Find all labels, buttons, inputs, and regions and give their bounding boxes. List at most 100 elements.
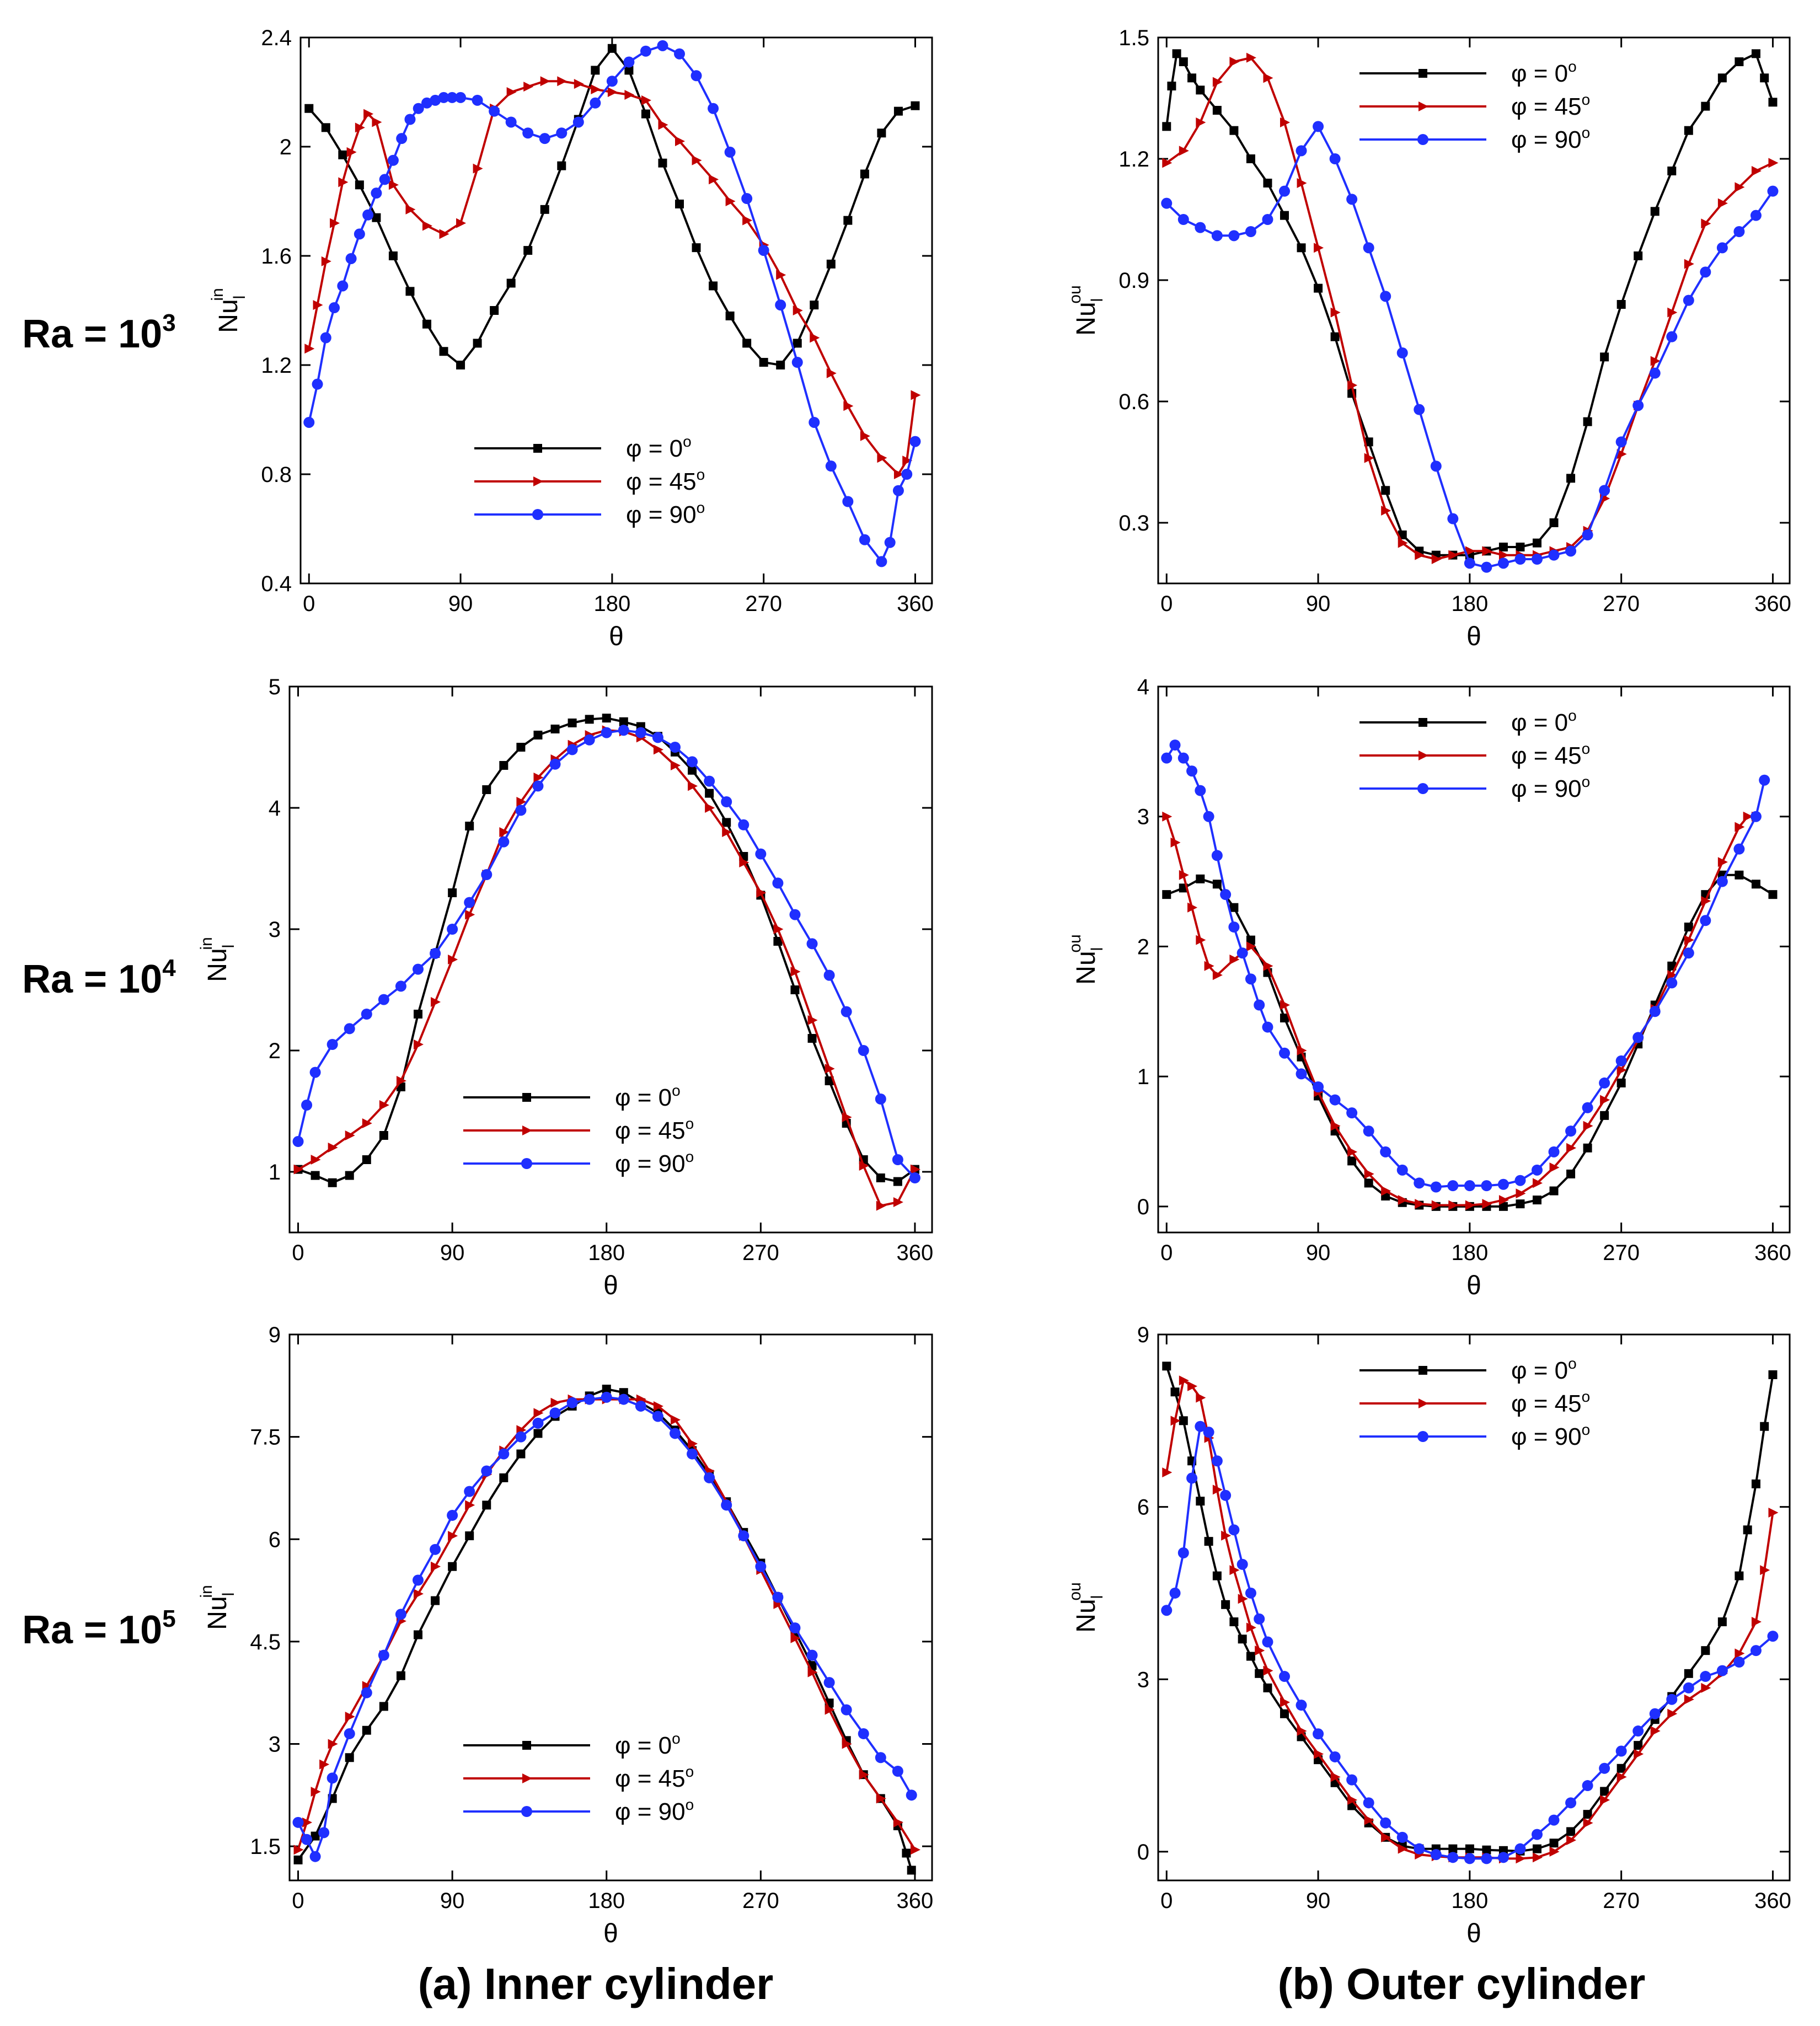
data-point [1616,1065,1627,1075]
data-point [653,1401,663,1411]
data-point [506,278,516,288]
data-point [430,948,441,959]
data-point [516,743,526,752]
data-point [1262,214,1273,225]
data-point [422,221,432,231]
data-point [641,95,651,105]
data-point [1716,1665,1728,1676]
legend-entry: φ = 90o [463,1148,694,1177]
data-point [1246,941,1256,952]
data-point [1363,242,1374,254]
y-tick-label: 1.5 [250,1835,281,1859]
data-point [1600,1095,1610,1105]
data-point [293,1855,303,1864]
data-point [482,785,491,794]
data-point [1465,1200,1475,1210]
data-point [658,158,667,168]
data-point [1396,1164,1408,1176]
data-point [1448,1200,1459,1210]
data-point [465,822,474,830]
data-point [1346,1774,1358,1786]
data-point [902,1848,911,1858]
data-point [1398,1843,1408,1854]
data-point [1238,1594,1248,1604]
data-point [1464,1180,1475,1192]
y-axis-label: Nulou [1066,1582,1106,1632]
data-point [1760,73,1769,83]
data-point [859,1161,869,1171]
data-point [843,401,854,411]
data-point [1347,1795,1358,1805]
data-point [738,819,750,830]
data-point [1599,1077,1610,1089]
data-point [499,1473,508,1482]
y-tick-label: 2.4 [261,26,292,50]
data-point [909,436,921,447]
data-point [1364,1815,1374,1825]
data-point [875,1094,886,1105]
data-point [355,122,365,133]
x-axis-label: θ [1466,1919,1481,1948]
data-point [1649,1708,1661,1719]
data-point [1229,903,1239,912]
x-tick-label: 90 [1306,592,1331,616]
data-point [858,1728,869,1739]
data-point [653,744,663,755]
data-point [1735,182,1745,192]
x-tick-label: 180 [593,592,630,616]
data-point [1566,474,1576,483]
data-point [345,1171,354,1180]
data-point [652,1411,663,1422]
data-point [396,133,408,144]
data-point [1700,1671,1711,1682]
data-point [448,888,457,897]
data-point [1583,1121,1593,1131]
y-tick-label: 1 [1137,1065,1149,1089]
data-point [911,101,920,110]
legend-entry: φ = 45o [1359,740,1590,769]
data-point [790,1633,801,1643]
legend-marker [522,1741,531,1750]
data-point [346,147,357,157]
x-tick-label: 0 [303,592,315,616]
data-point [447,1509,458,1521]
data-point [773,937,783,946]
data-point [1666,977,1678,989]
y-tick-label: 0.9 [1118,269,1149,293]
data-point [841,1006,852,1017]
data-point [1380,1817,1391,1829]
data-point [361,1687,372,1698]
data-point [1196,1497,1205,1506]
data-point [1212,77,1223,87]
data-point [1330,1772,1341,1782]
y-tick-label: 6 [269,1527,281,1552]
data-point [1220,889,1232,901]
data-point [607,44,617,53]
data-point [1170,837,1181,848]
data-point [413,103,424,114]
data-point [302,1817,313,1827]
data-point [1246,935,1255,945]
data-point [379,1100,389,1110]
data-point [1228,921,1240,933]
data-point [1169,1587,1181,1599]
data-point [430,94,441,106]
data-point [515,805,527,816]
series-phi-90 [303,40,921,567]
data-point [1245,973,1256,985]
plot-frame [288,1333,933,1882]
data-point [1548,1814,1560,1826]
data-point [1212,880,1222,889]
legend-marker [1418,1366,1427,1375]
legend: φ = 0o φ = 45o φ = 90o [1359,58,1590,153]
data-point [1447,1180,1459,1192]
data-point [1532,554,1543,565]
legend-label: φ = 0o [1511,707,1577,736]
data-point [1767,1631,1779,1642]
series-phi-0 [293,714,919,1187]
data-point [378,994,389,1005]
data-point [387,154,399,166]
data-point [1313,1728,1324,1740]
